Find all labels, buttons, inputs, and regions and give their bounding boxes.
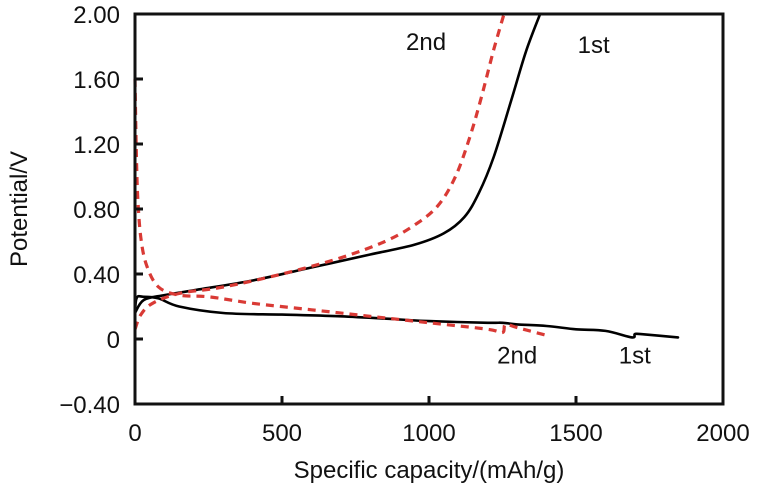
series-2nd-discharge bbox=[133, 78, 549, 338]
y-tick-label: 2.00 bbox=[73, 2, 120, 29]
series-2nd-charge bbox=[133, 13, 506, 330]
tick-labels: 0 500 1000 1500 2000 −0.40 0 0.40 0.80 1.20 1.60 2.… bbox=[59, 2, 749, 447]
y-tick-label: −0.40 bbox=[59, 392, 120, 419]
x-tick-label: 1000 bbox=[402, 420, 455, 447]
curve-annotation: 2nd bbox=[406, 29, 446, 56]
x-tick-label: 500 bbox=[262, 420, 302, 447]
x-axis-label: Specific capacity/(mAh/g) bbox=[294, 457, 565, 484]
y-tick-label: 0 bbox=[107, 327, 120, 354]
curve-annotation: 1st bbox=[578, 32, 610, 59]
curve-annotation: 1st bbox=[619, 342, 651, 369]
y-axis-label: Potential/V bbox=[6, 151, 33, 267]
x-tick-label: 1500 bbox=[549, 420, 602, 447]
curve-annotation: 2nd bbox=[497, 342, 537, 369]
series-1st-charge bbox=[133, 12, 542, 315]
y-tick-label: 0.40 bbox=[73, 262, 120, 289]
y-tick-label: 0.80 bbox=[73, 197, 120, 224]
ticks-layer bbox=[135, 77, 578, 404]
y-tick-label: 1.20 bbox=[73, 132, 120, 159]
series-layer bbox=[133, 12, 680, 339]
x-tick-label: 2000 bbox=[696, 420, 749, 447]
annotations: 2nd 1st 2nd 1st bbox=[406, 29, 651, 370]
x-tick-label: 0 bbox=[128, 420, 141, 447]
y-tick-label: 1.60 bbox=[73, 67, 120, 94]
series-1st-discharge bbox=[133, 294, 680, 339]
